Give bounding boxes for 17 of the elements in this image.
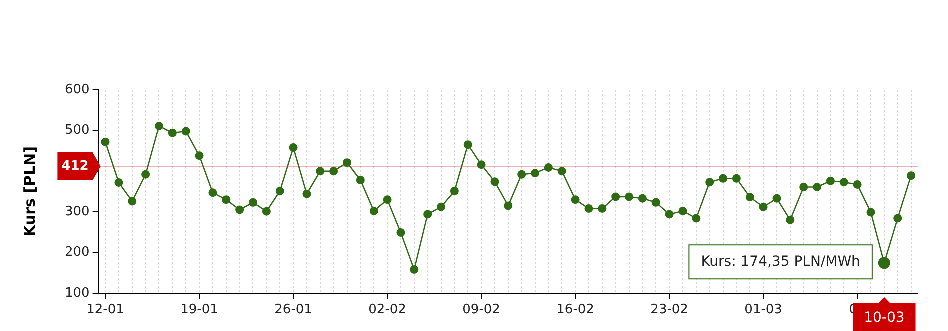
y-tick-label: 100 [64, 286, 90, 301]
x-tick-label: 16-02 [556, 302, 594, 318]
x-tick-label: 02-02 [368, 302, 406, 318]
y-tick-label: 200 [64, 245, 90, 260]
y-tick-label: 600 [64, 82, 90, 98]
x-tick-label: 26-01 [274, 302, 312, 318]
x-tick-label: 19-01 [180, 302, 218, 318]
annotation: Kurs: 174,35 PLN/MWh [701, 254, 860, 270]
x-tick-label: 23-02 [650, 302, 688, 318]
y-tick-label: 300 [64, 204, 90, 220]
x-tick-label: 12-01 [86, 302, 124, 318]
y-tick-label: 500 [64, 123, 90, 138]
ref-line-label: 412 [62, 158, 89, 174]
text: 10-03 [864, 310, 905, 326]
x-tick-label: 01-03 [744, 302, 782, 318]
x-tick-label: 09-02 [462, 302, 500, 318]
y-axis-title: Kurs [PLN] [20, 146, 39, 237]
